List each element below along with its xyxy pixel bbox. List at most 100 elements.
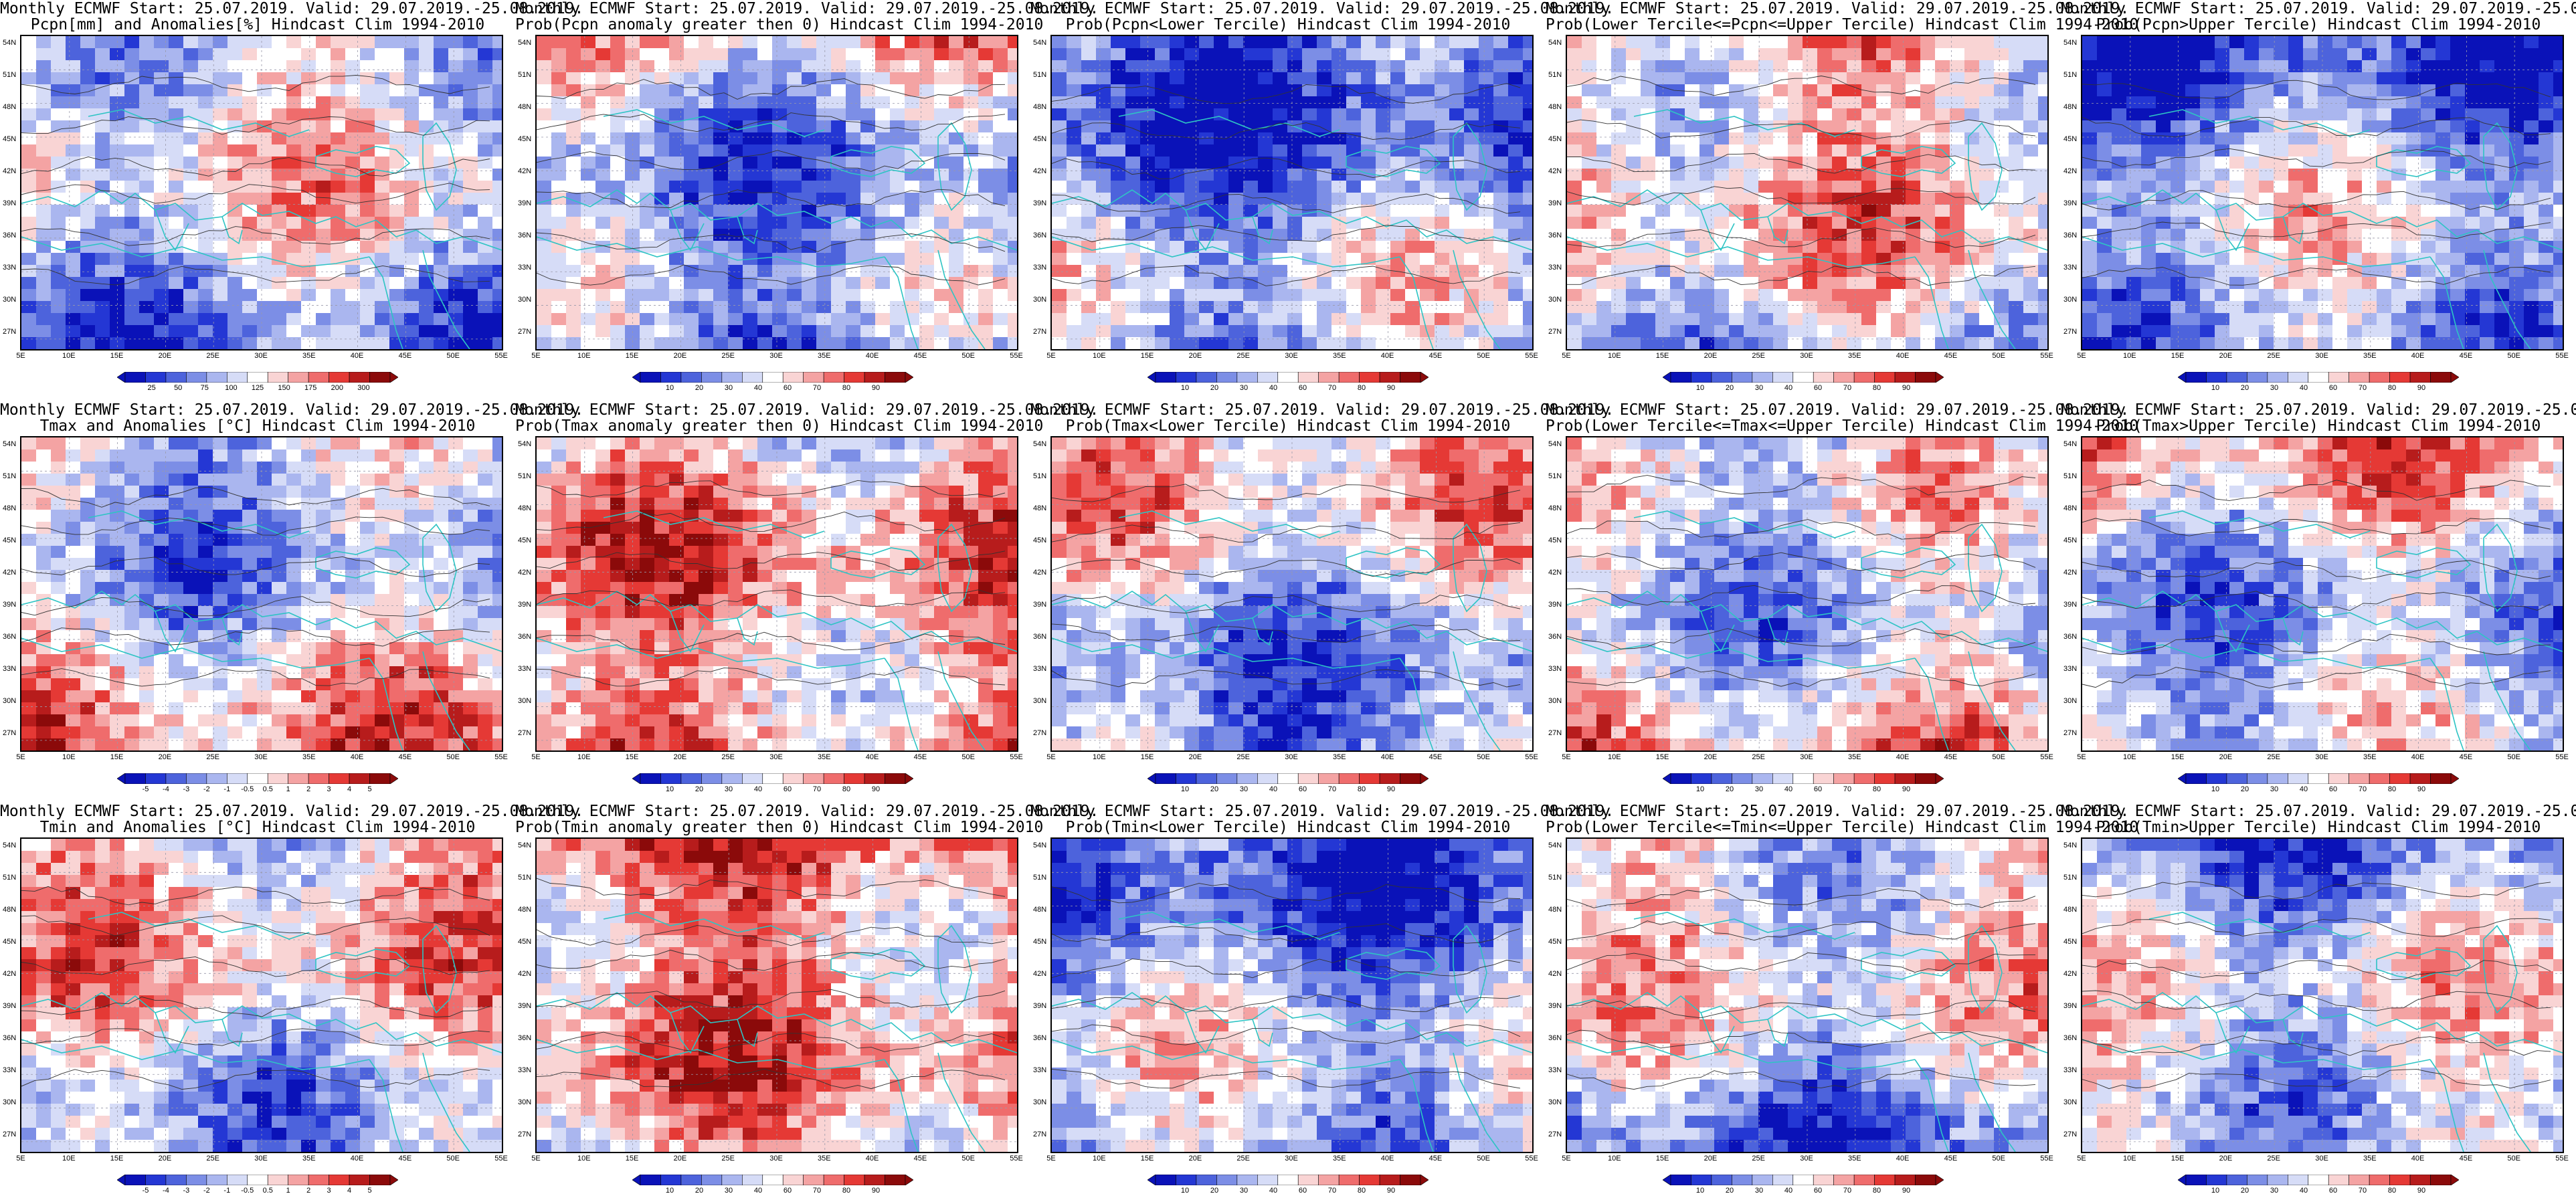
lat-tick-label: 39N (518, 601, 532, 609)
colorbar (632, 773, 913, 784)
panel-title-line2: Prob(Tmin anomaly greater then 0) Hindca… (515, 819, 1044, 836)
lon-tick-label: 30E (1285, 1155, 1298, 1163)
lon-tick-label: 15E (110, 1155, 124, 1163)
colorbar-label: 60 (2328, 1187, 2338, 1195)
lat-tick-label: 30N (2063, 697, 2078, 705)
lat-tick-label: 36N (1033, 1034, 1047, 1042)
map-field (1050, 837, 1534, 1153)
colorbar-label: 2 (306, 785, 311, 793)
colorbar-label: 20 (1725, 1187, 1734, 1195)
lat-tick-label: 39N (3, 1002, 17, 1010)
colorbar-label: 90 (871, 1187, 881, 1195)
panel-title-line2: Prob(Tmin<Lower Tercile) Hindcast Clim 1… (1065, 819, 1511, 836)
panel-title-line1: Monthly ECMWF Start: 25.07.2019. Valid: … (0, 401, 584, 419)
lon-tick-label: 20E (1704, 1155, 1718, 1163)
colorbar-label: 10 (1695, 1187, 1705, 1195)
lon-tick-label: 50E (1992, 1155, 2005, 1163)
lon-tick-label: 5E (2077, 753, 2086, 761)
lat-tick-label: 27N (2063, 1130, 2078, 1138)
colorbar-label: 60 (783, 785, 792, 793)
lon-tick-label: 30E (1285, 352, 1298, 360)
lon-tick-label: 10E (577, 753, 591, 761)
panel-title-line2: Prob(Pcpn>Upper Tercile) Hindcast Clim 1… (2096, 16, 2541, 33)
lat-tick-label: 51N (1548, 874, 1562, 882)
lat-tick-label: 42N (2063, 167, 2078, 175)
lat-tick-label: 30N (1548, 697, 1562, 705)
colorbar-label: 70 (812, 785, 822, 793)
lon-tick-label: 55E (1525, 753, 1538, 761)
lon-tick-label: 50E (446, 753, 460, 761)
lat-tick-label: 39N (1548, 199, 1562, 207)
lon-tick-label: 10E (1093, 1155, 1106, 1163)
lat-tick-label: 36N (1548, 231, 1562, 239)
lat-tick-label: 33N (3, 1066, 17, 1074)
lat-tick-label: 27N (518, 328, 532, 336)
lat-tick-label: 54N (1033, 841, 1047, 849)
panel-title-line1: Monthly ECMWF Start: 25.07.2019. Valid: … (1546, 803, 2130, 820)
lat-tick-label: 45N (2063, 938, 2078, 946)
colorbar-label: 90 (1386, 785, 1396, 793)
panel-title-line2: Prob(Tmax<Lower Tercile) Hindcast Clim 1… (1065, 417, 1511, 435)
lat-tick-label: 33N (3, 665, 17, 673)
lon-tick-label: 20E (1188, 1155, 1202, 1163)
colorbar-label: 90 (2417, 785, 2426, 793)
colorbar-label: 80 (1872, 1187, 1881, 1195)
colorbar-label: -4 (163, 785, 169, 793)
colorbar-label: 40 (1269, 384, 1278, 392)
map-field (1566, 35, 2049, 350)
colorbar-label: 2 (306, 1187, 311, 1195)
colorbar-label: 20 (1210, 384, 1219, 392)
lon-tick-label: 30E (1800, 1155, 1813, 1163)
lat-tick-label: 27N (518, 729, 532, 737)
lat-tick-label: 27N (3, 328, 17, 336)
colorbar-label: 60 (1298, 384, 1307, 392)
lon-tick-label: 50E (446, 1155, 460, 1163)
lat-tick-label: 42N (1033, 569, 1047, 577)
colorbar-label: 90 (1902, 384, 1911, 392)
lat-tick-label: 27N (1033, 328, 1047, 336)
lat-tick-label: 51N (1033, 874, 1047, 882)
colorbar-label: 10 (2211, 785, 2220, 793)
colorbar-label: 80 (842, 785, 851, 793)
lon-tick-label: 45E (2459, 1155, 2473, 1163)
lon-tick-label: 20E (673, 753, 687, 761)
lon-tick-label: 15E (2171, 352, 2185, 360)
map-panel-p1: Monthly ECMWF Start: 25.07.2019. Valid: … (0, 0, 583, 401)
lon-tick-label: 25E (1236, 352, 1250, 360)
colorbar-label: 1 (286, 1187, 290, 1195)
colorbar-label: 20 (1725, 384, 1734, 392)
lon-tick-label: 50E (446, 352, 460, 360)
lon-tick-label: 20E (2219, 753, 2233, 761)
map-field (2081, 436, 2564, 752)
colorbar-label: 30 (1239, 785, 1249, 793)
lat-tick-label: 36N (2063, 633, 2078, 641)
lat-tick-label: 45N (518, 536, 532, 544)
lon-tick-label: 10E (62, 1155, 76, 1163)
colorbar-label: 10 (1695, 785, 1705, 793)
lat-tick-label: 33N (518, 665, 532, 673)
colorbar (1663, 372, 1944, 383)
lon-tick-label: 15E (1140, 1155, 1154, 1163)
lat-tick-label: 45N (3, 135, 17, 143)
lon-tick-label: 5E (1046, 1155, 1056, 1163)
colorbar-label: 70 (1843, 1187, 1852, 1195)
lon-tick-label: 50E (1477, 1155, 1490, 1163)
lat-tick-label: 33N (1033, 665, 1047, 673)
lat-tick-label: 54N (2063, 440, 2078, 448)
lat-tick-label: 27N (1033, 1130, 1047, 1138)
lon-tick-label: 50E (2507, 1155, 2520, 1163)
lat-tick-label: 39N (2063, 601, 2078, 609)
colorbar-label: 5 (367, 785, 372, 793)
colorbar (1663, 773, 1944, 784)
lat-tick-label: 33N (1548, 264, 1562, 272)
colorbar-label: -2 (203, 785, 210, 793)
colorbar-label: 30 (2270, 1187, 2279, 1195)
panel-title-line1: Monthly ECMWF Start: 25.07.2019. Valid: … (515, 803, 1099, 820)
lat-tick-label: 51N (1548, 472, 1562, 480)
colorbar-label: 30 (1239, 384, 1249, 392)
colorbar-label: 30 (2270, 384, 2279, 392)
lon-tick-label: 5E (1562, 1155, 1571, 1163)
lat-tick-label: 42N (1548, 569, 1562, 577)
lat-tick-label: 42N (518, 569, 532, 577)
lat-tick-label: 51N (1033, 472, 1047, 480)
